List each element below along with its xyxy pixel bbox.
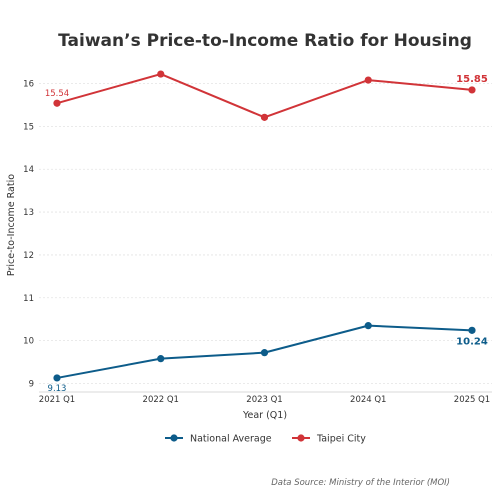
- x-tick-label: 2021 Q1: [39, 395, 75, 405]
- x-axis-label: Year (Q1): [242, 410, 287, 421]
- series-points: [53, 70, 476, 382]
- data-label-taipei-city: 15.54: [45, 89, 69, 99]
- chart-title: Taiwan’s Price-to-Income Ratio for Housi…: [58, 31, 472, 51]
- y-tick-label: 14: [23, 165, 34, 175]
- data-point-taipei-city: [260, 113, 269, 121]
- legend-label-national-average: National Average: [190, 434, 272, 445]
- y-tick-label: 13: [23, 208, 34, 218]
- data-point-national-average: [468, 326, 476, 334]
- source-note: Data Source: Ministry of the Interior (M…: [271, 478, 450, 488]
- y-axis-ticks: 9 10 11 12 13 14 15 16: [23, 80, 34, 390]
- data-point-taipei-city: [364, 76, 372, 84]
- data-label-national-average: 9.13: [48, 384, 67, 394]
- data-point-taipei-city: [468, 86, 476, 94]
- data-point-national-average: [364, 322, 372, 330]
- x-tick-label: 2023 Q1: [246, 395, 282, 405]
- y-tick-label: 12: [23, 251, 34, 261]
- data-point-taipei-city: [53, 99, 61, 107]
- y-tick-label: 9: [29, 380, 34, 390]
- y-tick-label: 11: [23, 294, 34, 304]
- y-axis-label: Price-to-Income Ratio: [6, 174, 17, 276]
- x-tick-label: 2025 Q1: [454, 395, 490, 405]
- y-tick-label: 16: [23, 80, 34, 90]
- x-tick-label: 2022 Q1: [143, 395, 179, 405]
- legend-label-taipei-city: Taipei City: [316, 434, 366, 445]
- y-tick-label: 10: [23, 337, 34, 347]
- gridlines: [39, 83, 492, 384]
- legend: National Average Taipei City: [165, 434, 366, 445]
- y-tick-label: 15: [23, 122, 34, 132]
- data-point-taipei-city: [157, 70, 165, 78]
- x-tick-label: 2024 Q1: [350, 395, 386, 405]
- legend-swatch-marker-taipei-city: [297, 434, 305, 442]
- x-axis-ticks: 2021 Q1 2022 Q1 2023 Q1 2024 Q1 2025 Q1: [39, 395, 490, 405]
- data-point-national-average: [53, 374, 61, 382]
- data-point-national-average: [260, 349, 269, 357]
- legend-swatch-marker-national-average: [170, 434, 178, 442]
- data-labels: 9.13 10.24 15.54 15.85: [45, 74, 488, 394]
- data-label-national-average: 10.24: [456, 336, 488, 347]
- data-label-taipei-city: 15.85: [456, 74, 488, 85]
- data-point-national-average: [157, 355, 165, 363]
